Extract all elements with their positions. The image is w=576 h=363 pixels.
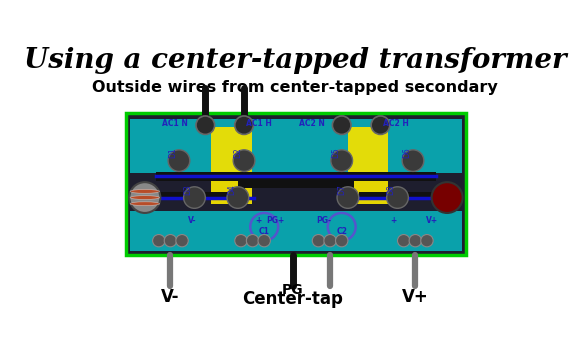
Circle shape <box>312 234 325 247</box>
Bar <box>211 127 252 204</box>
Text: D7: D7 <box>337 184 346 195</box>
Circle shape <box>332 116 351 134</box>
Text: AC2 N: AC2 N <box>299 119 325 128</box>
Circle shape <box>337 187 359 208</box>
Text: D2: D2 <box>233 148 242 158</box>
Bar <box>156 192 233 200</box>
Circle shape <box>335 234 348 247</box>
Bar <box>156 172 436 181</box>
Bar <box>238 181 348 188</box>
Text: D8: D8 <box>386 184 396 195</box>
Text: D1: D1 <box>168 148 177 158</box>
Circle shape <box>258 234 270 247</box>
Text: Outside wires from center-tapped secondary: Outside wires from center-tapped seconda… <box>92 80 498 95</box>
Circle shape <box>235 116 253 134</box>
Circle shape <box>386 187 408 208</box>
Ellipse shape <box>130 196 160 200</box>
Text: PG+: PG+ <box>267 216 285 225</box>
Text: C2: C2 <box>336 227 347 236</box>
Text: D6: D6 <box>402 147 411 158</box>
Circle shape <box>371 116 390 134</box>
Circle shape <box>168 150 190 171</box>
Text: V+: V+ <box>426 216 438 225</box>
Text: +: + <box>255 216 261 225</box>
Circle shape <box>176 234 188 247</box>
Bar <box>126 113 466 255</box>
Circle shape <box>164 234 177 247</box>
Ellipse shape <box>130 189 160 193</box>
Circle shape <box>409 234 422 247</box>
Text: PG-: PG- <box>316 216 331 225</box>
Text: D3: D3 <box>184 184 192 195</box>
Ellipse shape <box>130 202 160 206</box>
Text: Using a center-tapped transformer: Using a center-tapped transformer <box>24 47 567 74</box>
Bar <box>348 127 388 204</box>
Text: V-: V- <box>161 287 180 306</box>
Bar <box>359 192 436 200</box>
Circle shape <box>402 150 424 171</box>
Text: D5: D5 <box>331 147 340 158</box>
Circle shape <box>130 182 160 213</box>
Circle shape <box>431 182 463 213</box>
Bar <box>130 119 462 173</box>
Circle shape <box>397 234 410 247</box>
Text: AC2 H: AC2 H <box>383 119 408 128</box>
Text: V-: V- <box>188 216 196 225</box>
Text: PG: PG <box>282 283 304 297</box>
Circle shape <box>227 187 249 208</box>
Circle shape <box>324 234 336 247</box>
Text: Center-tap: Center-tap <box>242 290 343 308</box>
Circle shape <box>233 150 255 171</box>
Text: D4: D4 <box>227 184 236 195</box>
Circle shape <box>153 234 165 247</box>
Circle shape <box>235 234 247 247</box>
Bar <box>238 181 245 205</box>
Text: +: + <box>391 216 397 225</box>
Bar <box>347 181 354 205</box>
Bar <box>130 211 462 252</box>
Circle shape <box>331 150 353 171</box>
Circle shape <box>196 116 215 134</box>
Circle shape <box>184 187 205 208</box>
Text: AC1 N: AC1 N <box>162 119 188 128</box>
Circle shape <box>420 234 433 247</box>
Circle shape <box>247 234 259 247</box>
Text: V+: V+ <box>402 287 429 306</box>
Text: AC1 H: AC1 H <box>247 119 272 128</box>
Text: C1: C1 <box>259 227 270 236</box>
